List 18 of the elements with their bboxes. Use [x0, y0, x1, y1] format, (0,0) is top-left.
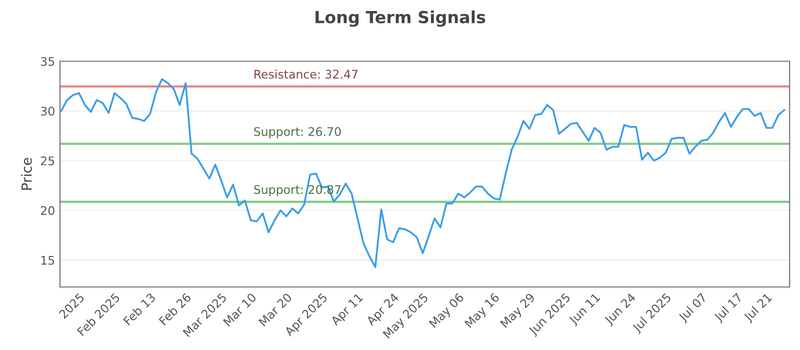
y-tick-label: 25 — [40, 156, 54, 166]
x-tick-label: Feb 26 — [158, 292, 192, 326]
x-tick-label: Jun 11 — [568, 292, 602, 327]
x-tick-label: Apr 11 — [330, 292, 365, 328]
x-tick-label: Jul 07 — [678, 292, 709, 324]
x-tick-label: Jul 21 — [742, 292, 774, 324]
y-tick-label: 15 — [41, 256, 54, 265]
y-tick-label: 20 — [40, 206, 54, 216]
x-tick-label: Feb 13 — [122, 292, 156, 326]
chart-title: Long Term Signals — [316, 10, 486, 27]
line-series — [60, 78, 786, 268]
ref-line-label: Resistance: 32.47 — [254, 70, 358, 79]
y-axis-title: Price — [21, 158, 32, 190]
x-tick-label: Jul 17 — [713, 292, 744, 324]
y-tick-label: 35 — [41, 56, 54, 66]
ref-line-label: Support: 26.70 — [254, 127, 341, 138]
y-tick-label: 30 — [41, 106, 54, 116]
x-tick-label: Mar 20 — [258, 292, 292, 327]
